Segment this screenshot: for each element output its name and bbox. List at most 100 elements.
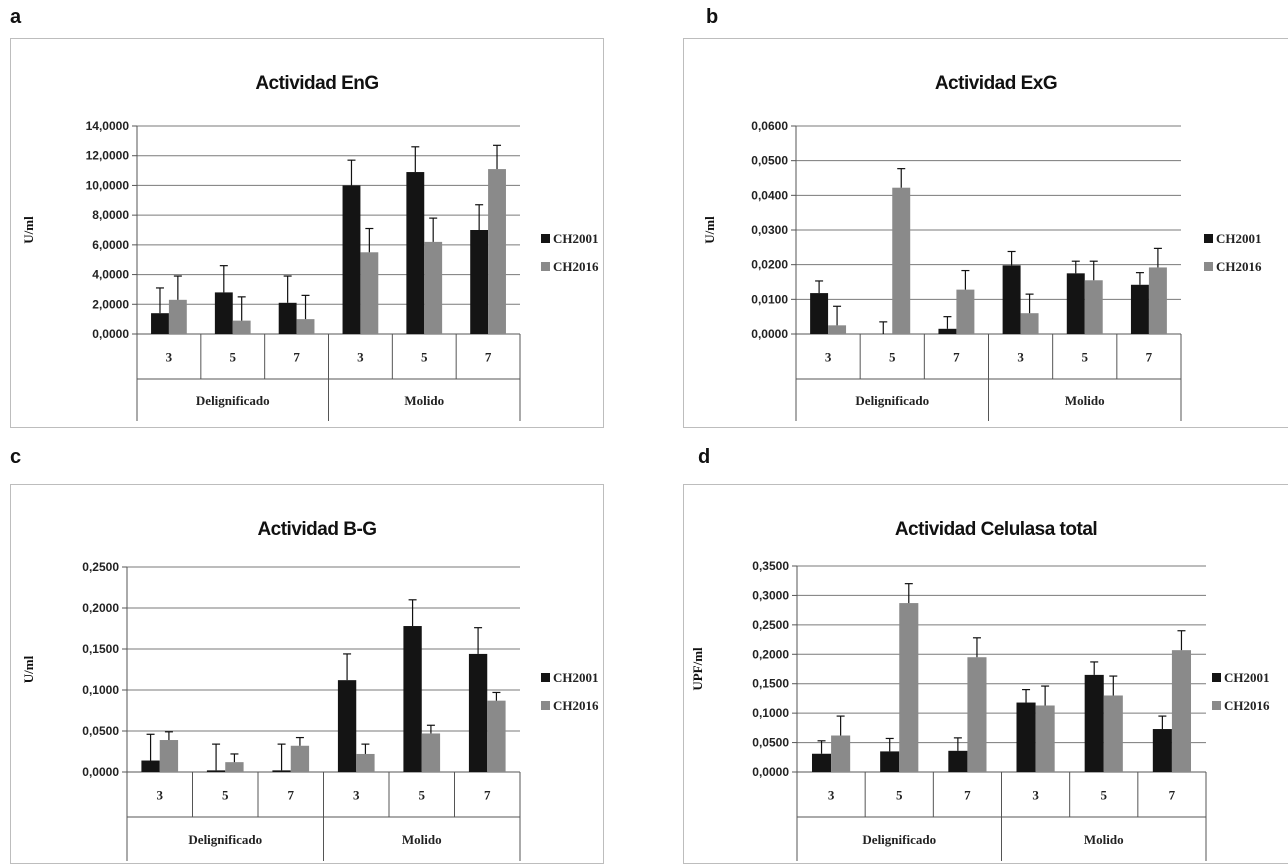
- y-tick-label: 0,0000: [92, 327, 129, 341]
- x-tick-label: 7: [1146, 350, 1153, 365]
- bar-ch2016-0: [831, 735, 851, 772]
- x-tick-label: 3: [157, 788, 164, 803]
- x-tick-label: 7: [288, 788, 295, 803]
- legend-label: CH2001: [553, 231, 599, 246]
- y-tick-label: 10,0000: [86, 178, 130, 192]
- x-tick-label: 5: [889, 350, 896, 365]
- y-tick-label: 0,0200: [751, 258, 788, 272]
- bar-ch2001-3: [342, 185, 361, 334]
- bar-ch2016-4: [421, 733, 441, 772]
- legend-label: CH2001: [1224, 670, 1270, 685]
- x-tick-label: 5: [230, 350, 237, 365]
- bar-ch2016-2: [290, 745, 310, 772]
- panel-letter-c: c: [10, 446, 22, 468]
- bar-ch2001-1: [206, 770, 226, 772]
- y-axis-label: UPF/ml: [690, 647, 705, 691]
- bar-ch2001-2: [938, 328, 957, 334]
- group-label: Delignificado: [188, 832, 262, 847]
- chart-title: Actividad ExG: [935, 73, 1057, 94]
- legend-swatch-ch2001: [1212, 673, 1221, 682]
- legend-swatch-ch2001: [541, 234, 550, 243]
- y-tick-label: 0,0500: [752, 736, 789, 750]
- bar-ch2016-0: [168, 299, 187, 334]
- bar-ch2016-4: [1084, 280, 1103, 334]
- legend-swatch-ch2001: [1204, 234, 1213, 243]
- y-tick-label: 14,0000: [86, 119, 130, 133]
- legend-swatch-ch2016: [541, 262, 550, 271]
- bar-ch2016-0: [828, 325, 847, 334]
- x-tick-label: 7: [953, 350, 960, 365]
- y-tick-label: 4,0000: [92, 268, 129, 282]
- bar-ch2016-3: [1020, 313, 1039, 334]
- bar-ch2001-1: [214, 292, 233, 334]
- panel-letter-b: b: [706, 6, 719, 28]
- bar-ch2001-4: [1066, 273, 1085, 334]
- y-tick-label: 0,1000: [752, 706, 789, 720]
- chart-svg: Actividad EnG 0,0000 2,0000 4,0000 6,0000 8,0…: [21, 73, 599, 421]
- bar-ch2016-2: [956, 289, 975, 334]
- group-label: Molido: [402, 832, 442, 847]
- bar-ch2001-3: [1002, 265, 1021, 334]
- x-tick-label: 7: [485, 350, 492, 365]
- y-tick-label: 0,0300: [751, 223, 788, 237]
- bar-ch2001-4: [403, 626, 422, 772]
- x-tick-label: 3: [166, 350, 173, 365]
- group-label: Molido: [404, 393, 444, 408]
- chart-svg: Actividad ExG 0,0000 0,0100 0,0200 0,0300 0,0…: [702, 73, 1262, 421]
- legend-label: CH2016: [1224, 698, 1270, 713]
- group-label: Delignificado: [862, 832, 936, 847]
- legend-label: CH2016: [553, 259, 599, 274]
- legend-swatch-ch2016: [1204, 262, 1213, 271]
- bar-ch2001-4: [406, 172, 425, 334]
- y-tick-label: 6,0000: [92, 238, 129, 252]
- x-tick-label: 5: [421, 350, 428, 365]
- y-axis-label: U/ml: [702, 216, 717, 244]
- bar-ch2001-2: [278, 302, 297, 334]
- bar-ch2001-0: [141, 760, 160, 772]
- bar-ch2016-0: [159, 740, 179, 772]
- x-tick-label: 5: [1101, 788, 1108, 803]
- bar-ch2016-3: [360, 252, 379, 334]
- bar-ch2001-5: [1130, 284, 1149, 334]
- y-axis-label: U/ml: [21, 655, 36, 683]
- chart-svg: Actividad B-G 0,0000 0,0500 0,1000 0,1500 0,2…: [21, 519, 599, 861]
- x-tick-label: 7: [484, 788, 491, 803]
- bar-ch2001-2: [272, 770, 291, 772]
- bar-ch2016-1: [892, 187, 911, 334]
- y-tick-label: 0,3000: [752, 588, 789, 602]
- y-axis-label: U/ml: [21, 216, 36, 244]
- bar-ch2001-0: [151, 313, 169, 334]
- group-label: Delignificado: [855, 393, 929, 408]
- legend-swatch-ch2001: [541, 673, 550, 682]
- legend-label: CH2001: [1216, 231, 1262, 246]
- bar-ch2001-0: [810, 293, 829, 334]
- y-tick-label: 0,0000: [752, 765, 789, 779]
- panel-letter-d: d: [698, 446, 711, 468]
- chart-title: Actividad Celulasa total: [895, 519, 1097, 540]
- y-tick-label: 0,0100: [751, 292, 788, 306]
- y-tick-label: 2,0000: [92, 297, 129, 311]
- bar-ch2001-0: [811, 753, 832, 772]
- bar-ch2016-2: [296, 319, 315, 334]
- chart-title: Actividad B-G: [257, 519, 376, 540]
- x-tick-label: 3: [357, 350, 364, 365]
- group-label: Molido: [1065, 393, 1105, 408]
- y-tick-label: 0,2000: [82, 601, 119, 615]
- bar-ch2001-5: [468, 653, 488, 772]
- y-tick-label: 0,0000: [82, 765, 119, 779]
- legend-swatch-ch2016: [1212, 701, 1221, 710]
- chart-title: Actividad EnG: [255, 73, 378, 94]
- bar-ch2016-1: [899, 603, 919, 772]
- y-tick-label: 0,0500: [82, 724, 119, 738]
- chart-panel-c: Actividad B-G 0,0000 0,0500 0,1000 0,1500 0,2…: [10, 484, 604, 864]
- bar-ch2001-4: [1084, 674, 1104, 772]
- chart-svg: Actividad Celulasa total 0,0000 0,0500 0,10…: [690, 519, 1270, 861]
- bar-ch2016-3: [356, 753, 375, 772]
- x-tick-label: 7: [964, 788, 971, 803]
- legend-label: CH2016: [1216, 259, 1262, 274]
- group-label: Molido: [1084, 832, 1124, 847]
- y-tick-label: 0,1500: [82, 642, 119, 656]
- x-tick-label: 5: [222, 788, 229, 803]
- bar-ch2001-3: [337, 680, 357, 772]
- legend-swatch-ch2016: [541, 701, 550, 710]
